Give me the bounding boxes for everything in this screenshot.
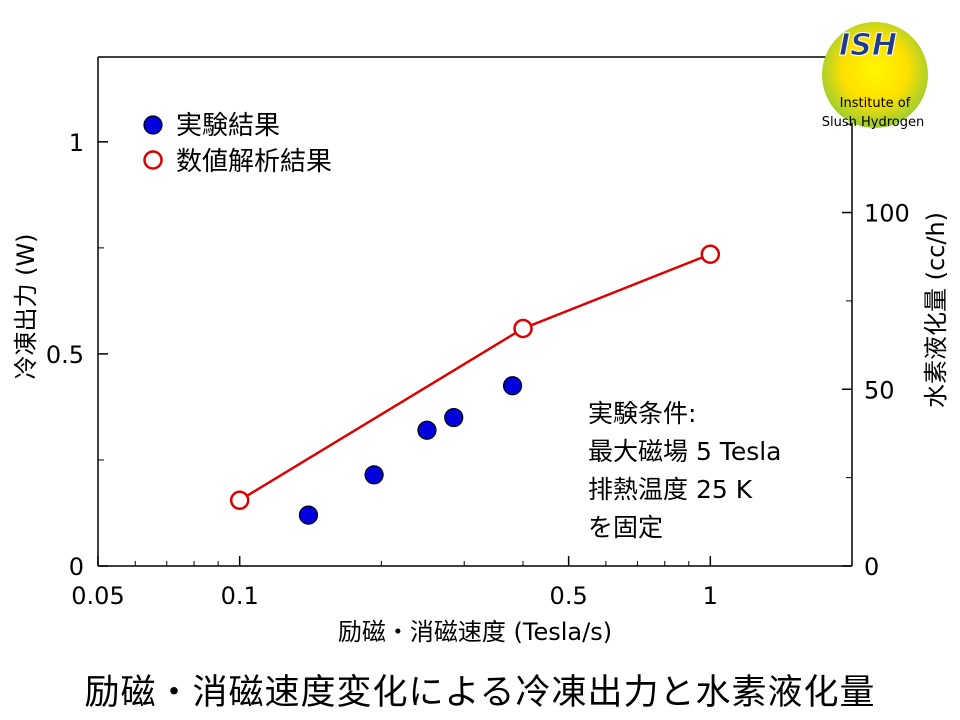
logo-title: ISH <box>839 28 897 63</box>
legend-marker-experiment <box>143 115 163 135</box>
logo-line-2: Slush Hydrogen <box>822 115 924 130</box>
slide-caption: 励磁・消磁速度変化による冷凍出力と水素液化量 <box>84 673 876 713</box>
y2-axis-title: 水素液化量 (cc/h) <box>922 212 950 408</box>
x-tick-label: 1 <box>703 582 718 610</box>
annotation-box: 実験条件: 最大磁場 5 Tesla 排熱温度 25 K を固定 <box>580 395 840 551</box>
axes: 励磁・消磁速度 (Tesla/s) 冷凍出力 (W) 水素液化量 (cc/h) <box>12 56 950 646</box>
x-tick-label: 0.05 <box>71 582 124 610</box>
ticks: 0.05 0.1 0.5 1 0 0.5 1 0 50 100 <box>46 123 910 610</box>
ish-logo: ISH Institute of Slush Hydrogen <box>822 22 928 130</box>
series-layer <box>229 244 721 525</box>
chart: 励磁・消磁速度 (Tesla/s) 冷凍出力 (W) 水素液化量 (cc/h) 0.… <box>12 22 950 646</box>
simulation-point <box>513 318 533 339</box>
experiment-point <box>502 376 523 396</box>
legend-label-simulation: 数値解析結果 <box>176 147 332 177</box>
experiment-point <box>298 505 319 525</box>
legend-label-experiment: 実験結果 <box>176 111 280 141</box>
legend-marker-simulation <box>143 150 163 170</box>
logo-line-1: Institute of <box>840 96 911 111</box>
simulation-point <box>700 244 721 264</box>
experiment-point <box>364 465 384 485</box>
y-tick-label: 1 <box>69 129 84 157</box>
logo-circle <box>822 22 928 128</box>
annotation-line: を固定 <box>588 513 663 542</box>
annotation-line: 実験条件: <box>588 399 696 428</box>
simulation-point <box>229 490 250 511</box>
y-tick-label: 0.5 <box>46 341 84 369</box>
y-tick-label: 0 <box>69 553 84 581</box>
x-axis-title: 励磁・消磁速度 (Tesla/s) <box>338 618 612 646</box>
y2-tick-label: 50 <box>864 376 895 404</box>
annotation-line: 最大磁場 5 Tesla <box>588 437 782 466</box>
x-tick-label: 0.5 <box>550 582 588 610</box>
y2-tick-label: 100 <box>864 200 910 228</box>
annotation-background <box>580 395 840 551</box>
x-tick-label: 0.1 <box>221 582 259 610</box>
y-axis-title: 冷凍出力 (W) <box>12 233 40 379</box>
experiment-point <box>444 407 464 428</box>
annotation-line: 排熱温度 25 K <box>588 475 753 504</box>
experiment-point <box>417 420 437 440</box>
y2-tick-label: 0 <box>864 553 879 581</box>
